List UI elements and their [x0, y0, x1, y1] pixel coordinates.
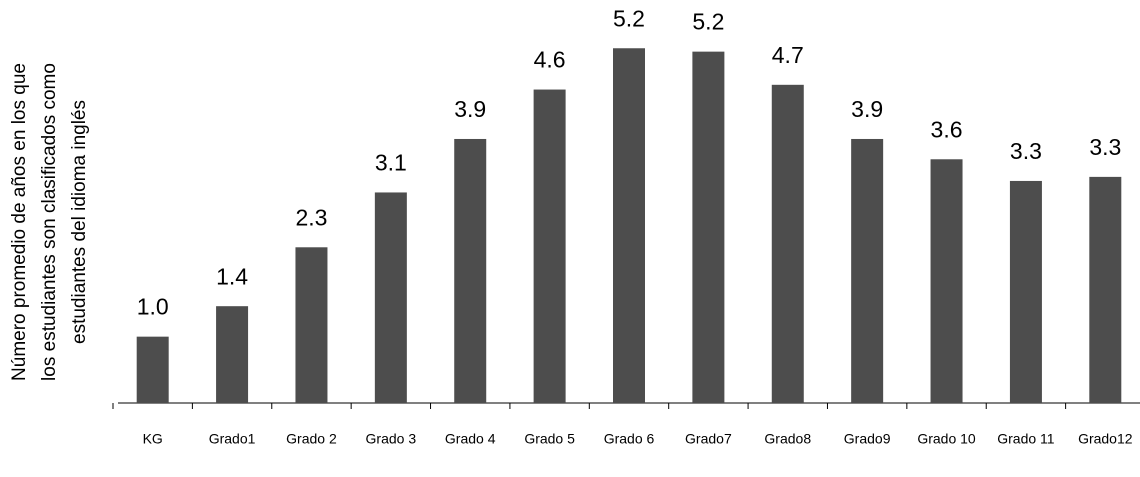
x-tick-label: Grado1 — [209, 431, 256, 447]
bar — [692, 51, 725, 404]
y-label-line: Número promedio de años en los que — [9, 63, 30, 381]
x-tick-label: Grado 2 — [286, 431, 337, 447]
x-tick-label: KG — [143, 431, 163, 447]
value-label: 3.3 — [1089, 134, 1121, 160]
x-tick-label: Grado 4 — [445, 431, 496, 447]
x-tick-label: Grado 5 — [524, 431, 575, 447]
x-tick-label: Grado7 — [685, 431, 732, 447]
value-label: 5.2 — [692, 9, 724, 35]
x-tick-label: Grado12 — [1078, 431, 1133, 447]
bar — [930, 159, 963, 403]
value-label: 3.9 — [851, 96, 883, 122]
bar — [295, 247, 328, 403]
bar — [1009, 180, 1042, 403]
bar — [216, 306, 249, 403]
value-label: 1.0 — [137, 294, 169, 320]
value-label: 3.6 — [931, 116, 963, 142]
bar — [613, 48, 645, 403]
value-label: 3.9 — [454, 96, 486, 122]
value-label: 5.2 — [613, 5, 645, 31]
y-label-line: los estudiantes son clasificados como — [39, 63, 60, 381]
bar — [374, 192, 407, 403]
x-tick-label: Grado 10 — [917, 431, 976, 447]
bar — [851, 138, 884, 403]
value-label: 3.1 — [375, 150, 407, 176]
bar — [136, 336, 169, 403]
x-tick-label: Grado9 — [844, 431, 891, 447]
value-label: 4.6 — [534, 47, 566, 73]
bar — [454, 138, 487, 403]
value-label: 2.3 — [295, 204, 327, 230]
value-label: 4.7 — [772, 42, 804, 68]
bar — [533, 89, 566, 403]
bar — [1089, 176, 1122, 403]
x-tick-label: Grado 11 — [997, 431, 1055, 447]
x-tick-label: Grado 6 — [604, 431, 655, 447]
bar — [771, 84, 804, 403]
x-tick-label: Grado 3 — [366, 431, 417, 447]
y-label-line: estudiantes del idioma inglés — [69, 100, 90, 344]
y-axis-title: Número promedio de años en los que los e… — [9, 63, 90, 381]
value-label: 3.3 — [1010, 138, 1042, 164]
value-label: 1.4 — [216, 263, 248, 289]
x-tick-label: Grado8 — [764, 431, 811, 447]
